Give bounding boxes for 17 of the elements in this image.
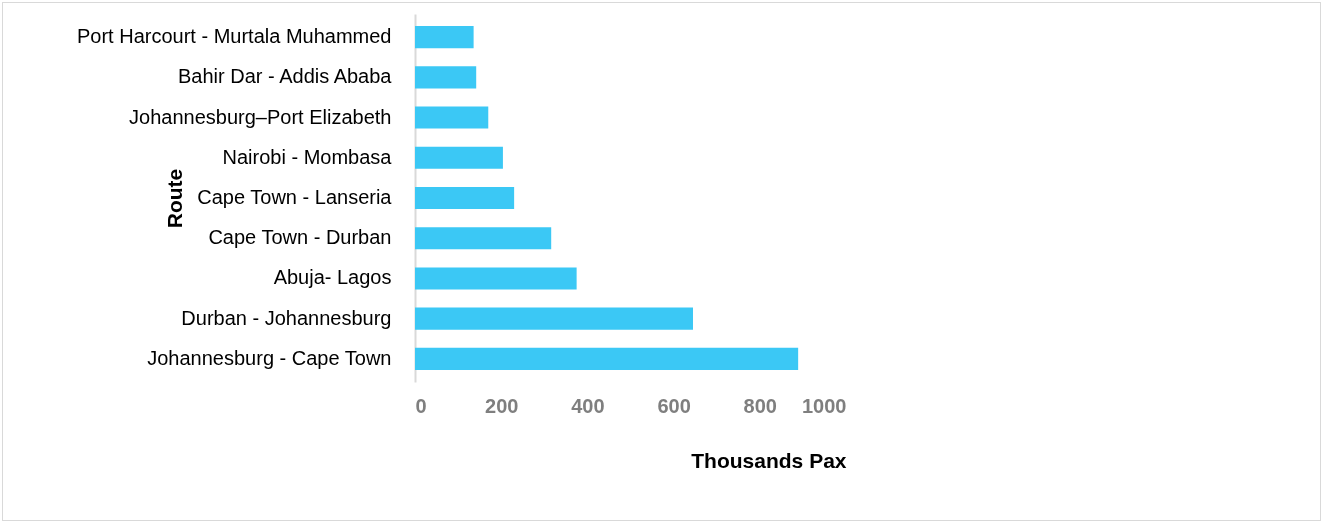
x-tick-label: 200 [485,394,519,417]
y-tick-label: Johannesburg - Cape Town [147,346,392,369]
y-tick-label: Bahir Dar - Addis Ababa [178,65,393,88]
y-tick-label: Durban - Johannesburg [181,306,392,329]
y-axis-title: Route [162,168,186,229]
y-tick-label: Johannesburg–Port Elizabeth [129,105,392,128]
x-tick-label: 1000 [802,394,847,417]
y-tick-label: Port Harcourt - Murtala Muhammed [76,25,392,48]
x-axis-title: Thousands Pax [691,448,847,472]
x-tick-label: 400 [571,394,605,417]
x-tick-label: 800 [743,394,777,417]
x-tick-label: 600 [657,394,691,417]
y-tick-label: Cape Town - Lanseria [197,186,393,208]
y-tick-label: Nairobi - Mombasa [222,145,393,168]
y-tick-label: Cape Town - Durban [208,226,392,249]
y-tick-label: Abuja- Lagos [273,266,392,289]
x-tick-label: 0 [415,394,427,417]
